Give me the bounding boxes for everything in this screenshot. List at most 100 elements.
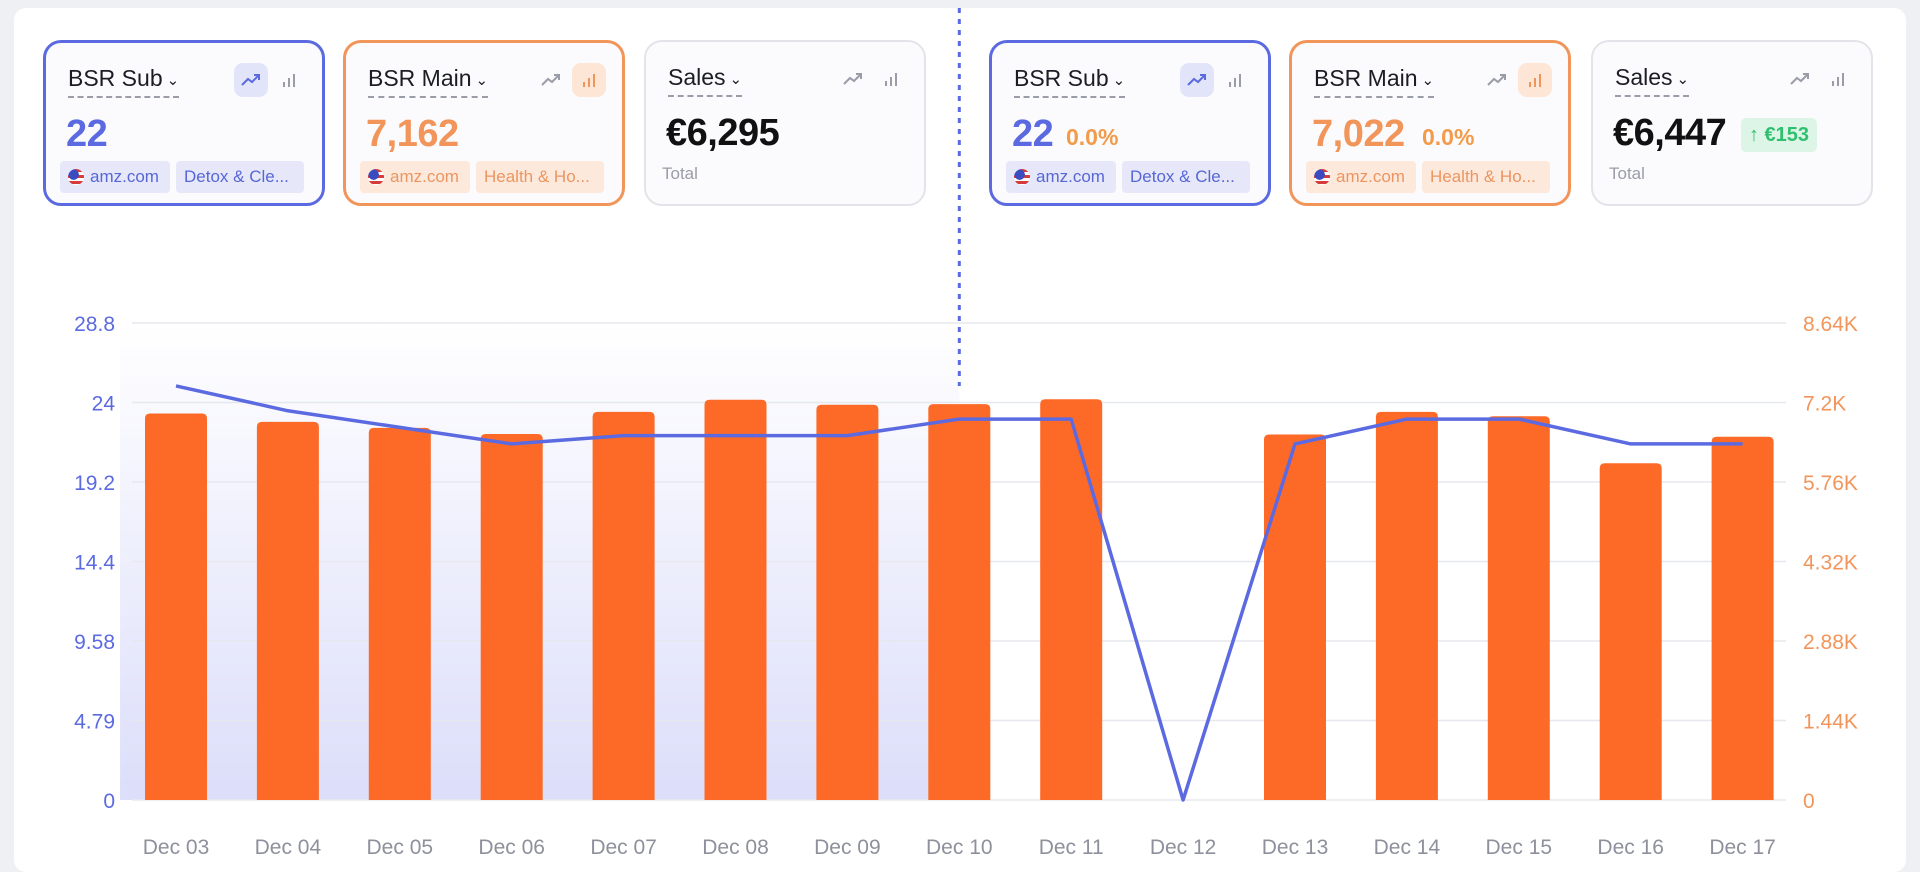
chevron-down-icon: ⌄ (166, 72, 180, 89)
x-tick-label: Dec 16 (1597, 836, 1664, 859)
category-chip: Detox & Cle... (176, 161, 304, 193)
card-subtitle: Total (1609, 164, 1645, 183)
card-value: 22 (66, 113, 108, 155)
category-chip: Detox & Cle... (1122, 161, 1250, 193)
marketplace-label: amz.com (1036, 167, 1105, 186)
metric-selector[interactable]: Sales ⌄ (1615, 64, 1690, 97)
marketplace-label: amz.com (390, 167, 459, 186)
bar-dec-03 (145, 413, 207, 800)
trending-up-icon[interactable] (1783, 62, 1817, 96)
x-tick-label: Dec 06 (478, 836, 545, 859)
x-tick-label: Dec 11 (1039, 836, 1104, 859)
marketplace-chip: amz.com (60, 161, 170, 193)
bar-dec-05 (368, 427, 431, 800)
marketplace-chip: amz.com (1006, 161, 1116, 193)
y-right-tick-label: 2.88K (1803, 631, 1858, 654)
y-right-tick-label: 8.64K (1803, 313, 1858, 336)
y-right-tick-label: 4.32K (1803, 552, 1858, 575)
card-bsr-sub-compare[interactable]: BSR Sub ⌄ 22 0.0% amz.com Detox & Cle... (989, 40, 1271, 206)
card-value: €6,447 (1613, 112, 1727, 154)
y-left-tick-label: 0 (103, 790, 115, 813)
bar-dec-09 (816, 404, 879, 800)
x-tick-label: Dec 14 (1374, 836, 1441, 859)
chevron-down-icon: ⌄ (1112, 72, 1126, 89)
y-left-tick-label: 24 (92, 393, 116, 416)
x-tick-label: Dec 13 (1262, 836, 1329, 859)
card-sales-compare[interactable]: Sales ⌄ €6,447 ↑ €153 Total (1591, 40, 1873, 206)
x-tick-label: Dec 08 (702, 836, 769, 859)
bar-dec-10 (928, 404, 991, 800)
category-chip: Health & Ho... (476, 161, 604, 193)
y-left-tick-label: 19.2 (74, 472, 115, 495)
card-sales[interactable]: Sales ⌄ €6,295 Total (644, 40, 926, 206)
trending-up-icon[interactable] (234, 63, 268, 97)
bar-dec-11 (1040, 399, 1103, 800)
metric-selector[interactable]: BSR Sub ⌄ (1014, 65, 1126, 98)
x-tick-label: Dec 05 (367, 836, 434, 859)
bar-chart-icon[interactable] (1821, 62, 1855, 96)
x-tick-label: Dec 17 (1709, 836, 1776, 859)
y-right-tick-label: 1.44K (1803, 711, 1858, 734)
chevron-down-icon: ⌄ (729, 71, 743, 88)
y-left-tick-label: 9.58 (74, 631, 115, 654)
card-bsr-sub[interactable]: BSR Sub ⌄ 22 amz.com Detox & Cle... (43, 40, 325, 206)
metric-selector[interactable]: BSR Main ⌄ (368, 65, 489, 98)
us-flag-icon (1014, 169, 1030, 185)
bar-dec-08 (704, 399, 767, 800)
chevron-down-icon: ⌄ (1676, 71, 1690, 88)
trending-up-icon[interactable] (836, 62, 870, 96)
marketplace-chip: amz.com (360, 161, 470, 193)
metric-selector[interactable]: BSR Sub ⌄ (68, 65, 180, 98)
chevron-down-icon: ⌄ (1421, 72, 1435, 89)
trending-up-icon[interactable] (1480, 63, 1514, 97)
category-chip: Health & Ho... (1422, 161, 1550, 193)
us-flag-icon (1314, 169, 1330, 185)
card-change: 0.0% (1422, 124, 1475, 150)
card-value: 7,022 (1312, 113, 1405, 155)
bar-chart-icon[interactable] (874, 62, 908, 96)
x-tick-label: Dec 04 (255, 836, 322, 859)
marketplace-label: amz.com (90, 167, 159, 186)
y-right-tick-label: 7.2K (1803, 393, 1846, 416)
bar-dec-17 (1711, 436, 1774, 800)
trending-up-icon[interactable] (1180, 63, 1214, 97)
bar-dec-16 (1599, 463, 1662, 800)
x-tick-label: Dec 07 (590, 836, 657, 859)
card-change: 0.0% (1066, 124, 1119, 150)
x-tick-label: Dec 09 (814, 836, 881, 859)
card-value: €6,295 (666, 112, 780, 154)
marketplace-label: amz.com (1336, 167, 1405, 186)
metric-selector[interactable]: BSR Main ⌄ (1314, 65, 1435, 98)
card-value: 22 (1012, 113, 1054, 155)
bar-dec-07 (592, 411, 655, 800)
bar-chart-icon[interactable] (272, 63, 306, 97)
card-bsr-main[interactable]: BSR Main ⌄ 7,162 amz.com Health & Ho... (343, 40, 625, 206)
x-tick-label: Dec 10 (926, 836, 993, 859)
us-flag-icon (68, 169, 84, 185)
y-left-tick-label: 14.4 (74, 552, 115, 575)
x-tick-label: Dec 15 (1486, 836, 1553, 859)
change-badge: ↑ €153 (1741, 118, 1818, 152)
y-left-tick-label: 28.8 (74, 313, 115, 336)
card-subtitle: Total (662, 164, 698, 183)
bar-chart-icon[interactable] (1218, 63, 1252, 97)
x-tick-label: Dec 12 (1150, 836, 1217, 859)
trending-up-icon[interactable] (534, 63, 568, 97)
metric-selector[interactable]: Sales ⌄ (668, 64, 743, 97)
y-right-tick-label: 0 (1803, 790, 1815, 813)
bar-dec-04 (256, 421, 319, 800)
x-tick-label: Dec 03 (143, 836, 210, 859)
us-flag-icon (368, 169, 384, 185)
y-left-tick-label: 4.79 (74, 711, 115, 734)
bar-dec-14 (1375, 411, 1438, 800)
bar-chart-icon[interactable] (1518, 63, 1552, 97)
bar-dec-06 (480, 433, 543, 800)
bsr-sub-line (175, 384, 1743, 802)
chevron-down-icon: ⌄ (475, 72, 489, 89)
card-bsr-main-compare[interactable]: BSR Main ⌄ 7,022 0.0% amz.com Health & Ho… (1289, 40, 1571, 206)
marketplace-chip: amz.com (1306, 161, 1416, 193)
bar-chart-icon[interactable] (572, 63, 606, 97)
bar-dec-15 (1487, 416, 1550, 800)
bar-dec-13 (1264, 434, 1326, 800)
